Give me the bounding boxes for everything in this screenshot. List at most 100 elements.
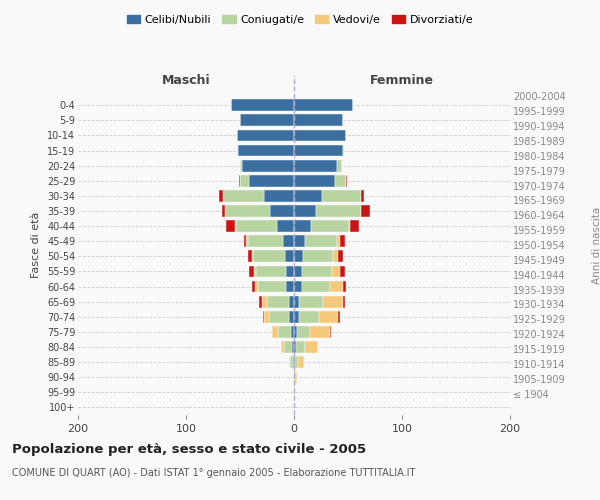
Bar — [255, 280, 259, 292]
Bar — [350, 220, 359, 232]
Bar — [310, 326, 329, 338]
Bar — [294, 190, 322, 202]
Bar — [289, 311, 294, 322]
Y-axis label: Fasce di età: Fasce di età — [31, 212, 41, 278]
Bar — [361, 190, 364, 202]
Bar — [270, 205, 294, 217]
Bar — [294, 175, 335, 186]
Bar — [298, 356, 304, 368]
Bar — [294, 236, 305, 247]
Bar — [316, 205, 361, 217]
Bar — [346, 175, 347, 186]
Bar — [295, 356, 298, 368]
Bar — [294, 311, 299, 322]
Bar — [264, 311, 269, 322]
Bar — [294, 372, 295, 383]
Bar — [332, 266, 340, 278]
Bar — [338, 311, 340, 322]
Bar — [259, 296, 262, 308]
Bar — [289, 296, 294, 308]
Bar — [299, 296, 323, 308]
Text: Popolazione per età, sesso e stato civile - 2005: Popolazione per età, sesso e stato civil… — [12, 442, 366, 456]
Bar — [294, 356, 295, 368]
Bar — [286, 280, 294, 292]
Bar — [263, 311, 264, 322]
Bar — [237, 130, 294, 141]
Bar — [252, 250, 253, 262]
Bar — [283, 236, 294, 247]
Bar — [252, 280, 255, 292]
Bar — [302, 250, 333, 262]
Bar — [293, 356, 294, 368]
Bar — [289, 356, 290, 368]
Bar — [361, 205, 370, 217]
Bar — [294, 296, 299, 308]
Bar — [290, 356, 293, 368]
Bar — [286, 250, 294, 262]
Bar — [269, 311, 289, 322]
Text: Anni di nascita: Anni di nascita — [592, 206, 600, 284]
Bar — [329, 326, 331, 338]
Bar — [259, 280, 286, 292]
Bar — [294, 160, 337, 172]
Bar — [264, 190, 294, 202]
Legend: Celibi/Nubili, Coniugati/e, Vedovi/e, Divorziati/e: Celibi/Nubili, Coniugati/e, Vedovi/e, Di… — [122, 10, 478, 29]
Bar — [221, 205, 225, 217]
Bar — [223, 190, 264, 202]
Bar — [294, 130, 346, 141]
Bar — [248, 236, 283, 247]
Bar — [248, 175, 294, 186]
Bar — [333, 250, 338, 262]
Bar — [267, 296, 289, 308]
Bar — [302, 266, 332, 278]
Bar — [244, 236, 247, 247]
Bar — [295, 372, 297, 383]
Bar — [323, 296, 343, 308]
Bar — [262, 296, 267, 308]
Bar — [335, 175, 346, 186]
Text: COMUNE DI QUART (AO) - Dati ISTAT 1° gennaio 2005 - Elaborazione TUTTITALIA.IT: COMUNE DI QUART (AO) - Dati ISTAT 1° gen… — [12, 468, 415, 477]
Bar — [294, 341, 296, 353]
Bar — [349, 220, 350, 232]
Bar — [272, 326, 278, 338]
Text: Femmine: Femmine — [370, 74, 434, 87]
Bar — [278, 326, 291, 338]
Bar — [343, 296, 345, 308]
Bar — [329, 280, 343, 292]
Bar — [305, 236, 337, 247]
Bar — [311, 220, 349, 232]
Bar — [305, 341, 318, 353]
Bar — [286, 266, 294, 278]
Bar — [322, 190, 361, 202]
Bar — [294, 220, 311, 232]
Bar — [226, 220, 235, 232]
Bar — [237, 144, 238, 156]
Bar — [293, 372, 294, 383]
Bar — [225, 205, 270, 217]
Bar — [240, 175, 248, 186]
Bar — [242, 160, 294, 172]
Bar — [296, 341, 305, 353]
Bar — [338, 250, 343, 262]
Bar — [240, 114, 294, 126]
Bar — [248, 266, 254, 278]
Bar — [281, 341, 284, 353]
Bar — [253, 250, 286, 262]
Bar — [319, 311, 338, 322]
Bar — [337, 160, 341, 172]
Bar — [302, 280, 329, 292]
Bar — [254, 266, 256, 278]
Bar — [343, 280, 346, 292]
Bar — [292, 341, 294, 353]
Bar — [238, 144, 294, 156]
Bar — [294, 205, 316, 217]
Bar — [284, 341, 292, 353]
Bar — [299, 311, 319, 322]
Bar — [294, 144, 343, 156]
Bar — [236, 220, 277, 232]
Bar — [247, 236, 248, 247]
Bar — [340, 266, 345, 278]
Text: Maschi: Maschi — [161, 74, 211, 87]
Bar — [239, 175, 240, 186]
Bar — [340, 236, 345, 247]
